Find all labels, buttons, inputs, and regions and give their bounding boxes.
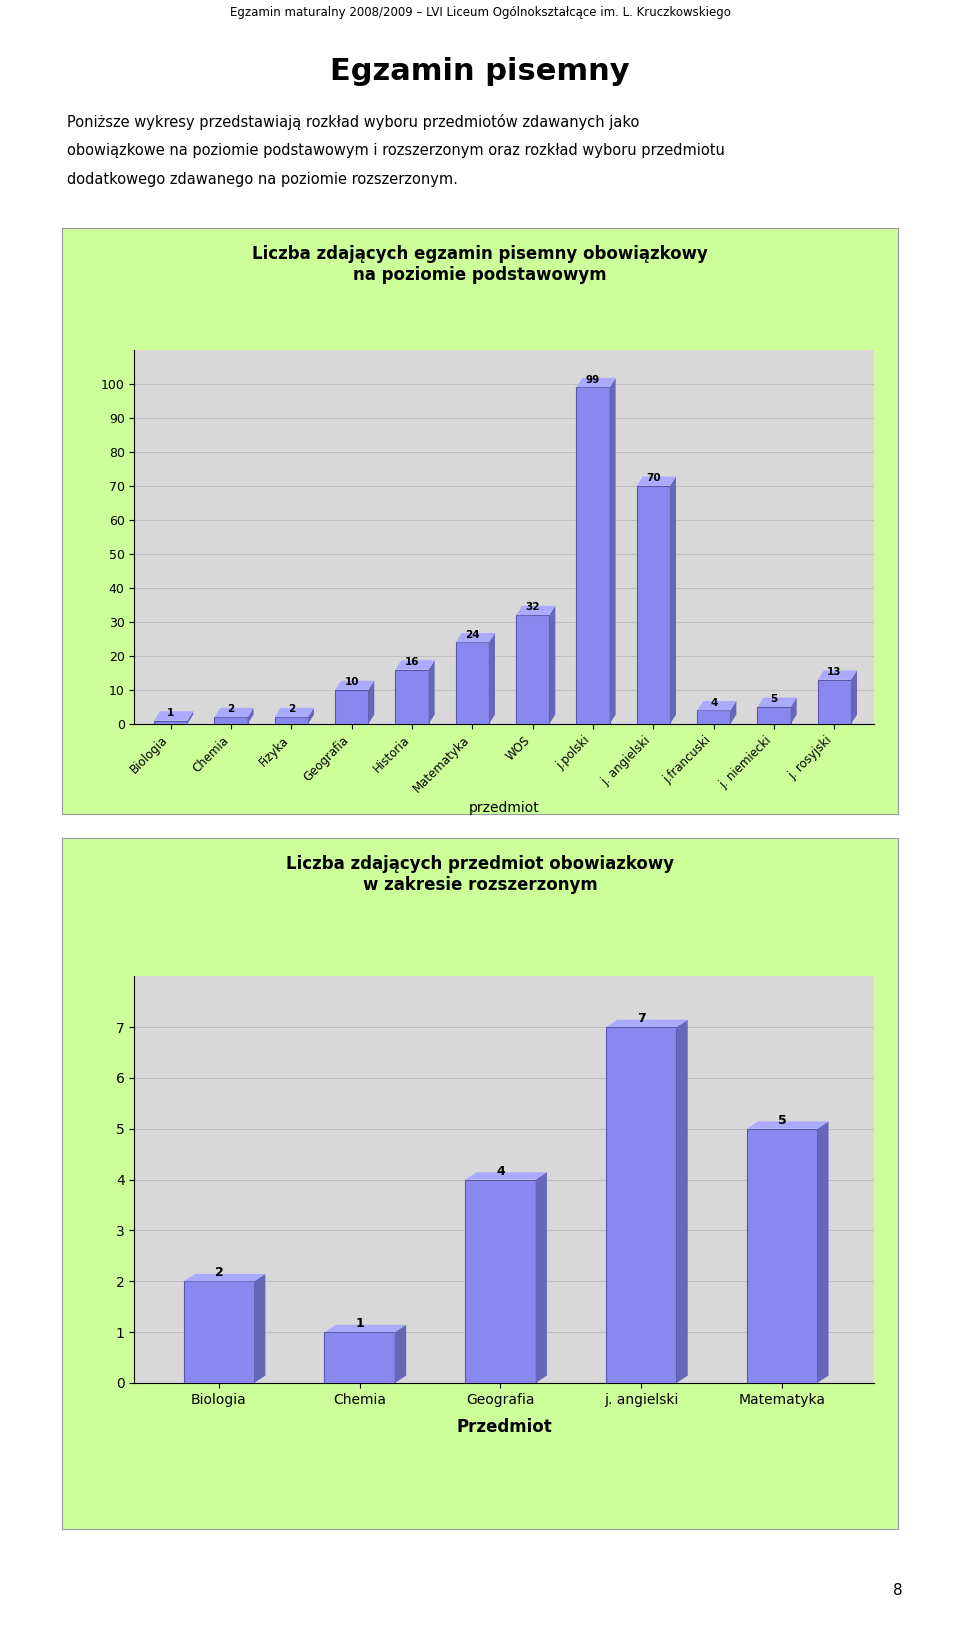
Bar	[636, 486, 670, 724]
Text: 5: 5	[778, 1114, 786, 1126]
Polygon shape	[214, 708, 253, 718]
Bar	[154, 721, 187, 724]
Bar	[606, 1027, 677, 1383]
Polygon shape	[335, 680, 374, 690]
Bar	[335, 690, 369, 724]
Polygon shape	[516, 605, 555, 615]
X-axis label: przedmiot: przedmiot	[468, 800, 540, 815]
X-axis label: Przedmiot: Przedmiot	[456, 1417, 552, 1435]
Polygon shape	[369, 680, 374, 724]
Text: 70: 70	[646, 473, 660, 483]
Polygon shape	[851, 670, 857, 724]
Polygon shape	[183, 1274, 265, 1282]
Polygon shape	[731, 701, 736, 724]
Polygon shape	[747, 1121, 828, 1129]
Text: 2: 2	[228, 704, 234, 714]
Bar	[516, 615, 549, 724]
Polygon shape	[670, 477, 676, 724]
Polygon shape	[636, 477, 676, 486]
Polygon shape	[187, 711, 193, 724]
Text: 7: 7	[636, 1012, 646, 1025]
Text: 5: 5	[771, 695, 778, 704]
Bar	[396, 670, 428, 724]
Text: 10: 10	[345, 677, 359, 687]
Text: Egzamin pisemny: Egzamin pisemny	[330, 57, 630, 86]
Polygon shape	[275, 708, 314, 718]
Bar	[466, 1180, 536, 1383]
Polygon shape	[677, 1020, 687, 1383]
Text: 13: 13	[828, 667, 842, 677]
Polygon shape	[395, 1324, 406, 1383]
Polygon shape	[466, 1171, 547, 1180]
Text: 2: 2	[214, 1266, 224, 1279]
Bar	[747, 1129, 817, 1383]
Text: 16: 16	[405, 657, 420, 667]
Polygon shape	[154, 711, 193, 721]
Polygon shape	[324, 1324, 406, 1333]
Polygon shape	[536, 1171, 547, 1383]
Bar	[214, 718, 248, 724]
Text: Poniższe wykresy przedstawiają rozkład wyboru przedmiotów zdawanych jako: Poniższe wykresy przedstawiają rozkład w…	[67, 114, 639, 130]
Polygon shape	[428, 661, 435, 724]
Polygon shape	[308, 708, 314, 724]
Text: 99: 99	[586, 374, 600, 384]
Text: Liczba zdających egzamin pisemny obowiązkowy
na poziomie podstawowym: Liczba zdających egzamin pisemny obowiąz…	[252, 246, 708, 285]
Polygon shape	[610, 377, 615, 724]
Text: 1: 1	[355, 1318, 364, 1331]
Bar	[576, 387, 610, 724]
Text: 1: 1	[167, 708, 174, 718]
Polygon shape	[549, 605, 555, 724]
Text: dodatkowego zdawanego na poziomie rozszerzonym.: dodatkowego zdawanego na poziomie rozsze…	[67, 172, 458, 187]
Polygon shape	[606, 1020, 687, 1027]
Polygon shape	[757, 698, 797, 708]
Polygon shape	[489, 633, 495, 724]
Bar	[757, 708, 791, 724]
Text: 4: 4	[710, 698, 717, 708]
Bar	[456, 643, 489, 724]
Text: 2: 2	[288, 704, 295, 714]
Polygon shape	[396, 661, 435, 670]
Bar	[183, 1282, 254, 1383]
Text: 32: 32	[525, 602, 540, 612]
Polygon shape	[456, 633, 495, 643]
Text: 24: 24	[465, 630, 480, 639]
Text: 4: 4	[496, 1165, 505, 1178]
Polygon shape	[817, 1121, 828, 1383]
Polygon shape	[791, 698, 797, 724]
Text: obowiązkowe na poziomie podstawowym i rozszerzonym oraz rozkład wyboru przedmiot: obowiązkowe na poziomie podstawowym i ro…	[67, 143, 725, 158]
Polygon shape	[248, 708, 253, 724]
Bar	[324, 1333, 395, 1383]
Bar	[275, 718, 308, 724]
Polygon shape	[576, 377, 615, 387]
Polygon shape	[254, 1274, 265, 1383]
Polygon shape	[697, 701, 736, 711]
Bar	[818, 680, 851, 724]
Text: Egzamin maturalny 2008/2009 – LVI Liceum Ogólnokształcące im. L. Kruczkowskiego: Egzamin maturalny 2008/2009 – LVI Liceum…	[229, 5, 731, 18]
Bar	[697, 711, 731, 724]
Text: 8: 8	[893, 1583, 902, 1598]
Polygon shape	[818, 670, 857, 680]
Text: Liczba zdających przedmiot obowiazkowy
w zakresie rozszerzonym: Liczba zdających przedmiot obowiazkowy w…	[286, 856, 674, 893]
